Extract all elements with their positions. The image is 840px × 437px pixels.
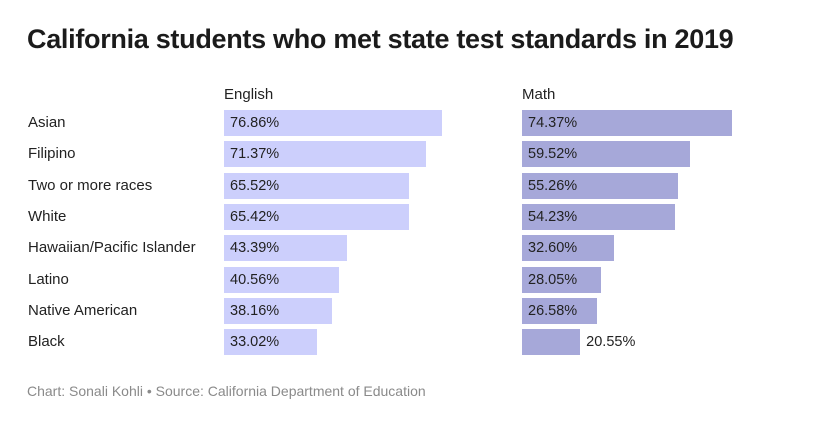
- category-label: Black: [28, 333, 65, 351]
- bar-english: [224, 110, 442, 136]
- bar-english: [224, 141, 426, 168]
- bar-math: [522, 266, 602, 293]
- data-label-english: 43.39%: [230, 240, 280, 257]
- data-label-english: 65.42%: [230, 208, 280, 225]
- chart-footer: Chart: Sonali Kohli • Source: California…: [27, 383, 426, 399]
- data-label-math: 20.55%: [586, 334, 636, 351]
- category-label: Latino: [28, 270, 69, 288]
- data-label-math: 55.26%: [528, 177, 578, 194]
- bar-english: [224, 297, 332, 324]
- data-label-english: 38.16%: [230, 302, 280, 319]
- category-label: Hawaiian/Pacific Islander: [28, 239, 196, 257]
- data-label-english: 40.56%: [230, 271, 280, 288]
- data-label-math: 28.05%: [528, 271, 578, 288]
- bar-math: [522, 235, 615, 262]
- data-label-english: 33.02%: [230, 334, 280, 351]
- bar-english: [224, 203, 410, 230]
- bar-english: [224, 329, 318, 356]
- category-label: Two or more races: [28, 176, 153, 194]
- bar-english: [224, 235, 347, 262]
- bar-math: [522, 172, 679, 199]
- chart-title: California students who met state test s…: [27, 24, 734, 54]
- data-label-english: 71.37%: [230, 146, 280, 163]
- data-label-math: 59.52%: [528, 146, 578, 163]
- bar-english: [224, 266, 339, 293]
- data-label-english: 76.86%: [230, 115, 280, 131]
- category-label: Native American: [28, 301, 138, 319]
- bar-math: [522, 203, 676, 230]
- data-label-english: 65.52%: [230, 177, 280, 194]
- bar-english: [224, 172, 410, 199]
- category-label: White: [28, 207, 67, 225]
- category-label: Filipino: [28, 145, 76, 163]
- data-label-math: 74.37%: [528, 115, 578, 131]
- bar-math: [522, 141, 691, 168]
- data-label-math: 54.23%: [528, 208, 578, 225]
- bar-math: [522, 297, 598, 324]
- category-label: Asian: [28, 114, 66, 131]
- bar-math: [522, 329, 581, 356]
- bar-math: [522, 110, 733, 136]
- series-header-english: English: [224, 86, 274, 103]
- data-label-math: 26.58%: [528, 302, 578, 319]
- series-header-math: Math: [522, 86, 556, 103]
- data-label-math: 32.60%: [528, 240, 578, 257]
